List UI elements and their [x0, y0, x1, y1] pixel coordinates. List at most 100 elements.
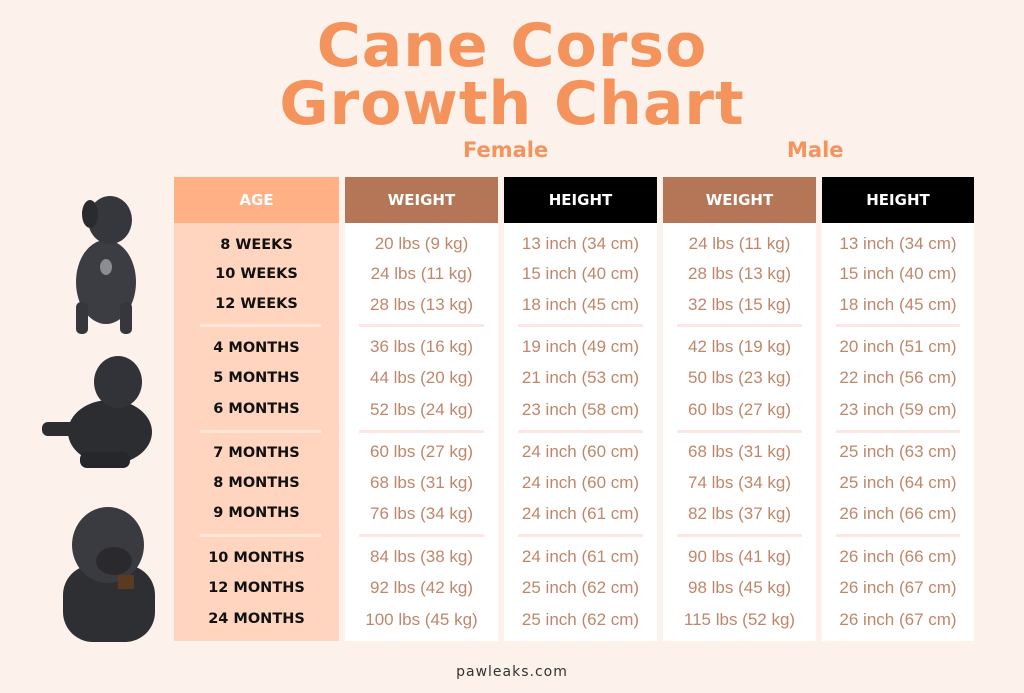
table-cell: 18 inch (45 cm) [521, 294, 640, 314]
row-group: 13 inch (34 cm) 15 inch (40 cm) 18 inch (4… [504, 223, 657, 325]
table-cell: 100 lbs (45 kg) [365, 609, 478, 629]
female-height-header: HEIGHT [504, 177, 657, 223]
table-cell: 18 inch (45 cm) [839, 294, 957, 314]
row-group: 19 inch (49 cm) 21 inch (53 cm) 23 inch (5… [504, 325, 657, 431]
age-column: AGE 8 WEEKS 10 WEEKS 12 WEEKS 4 MONTHS 5 MON… [174, 177, 339, 641]
table-cell: 22 inch (56 cm) [839, 368, 957, 387]
table-cell: 10 WEEKS [215, 266, 298, 282]
row-group: 60 lbs (27 kg) 68 lbs (31 kg) 76 lbs (34 k… [345, 431, 498, 535]
row-group: 36 lbs (16 kg) 44 lbs (20 kg) 52 lbs (24 k… [345, 325, 498, 431]
row-group: 42 lbs (19 kg) 50 lbs (23 kg) 60 lbs (27 k… [663, 325, 816, 431]
title-line-2: Growth Chart [279, 69, 745, 139]
female-weight-header: WEIGHT [345, 177, 498, 223]
group-divider [836, 430, 960, 433]
table-cell: 24 lbs (11 kg) [688, 233, 791, 253]
table-cell: 23 inch (59 cm) [839, 399, 957, 419]
row-group: 24 lbs (11 kg) 28 lbs (13 kg) 32 lbs (15 k… [663, 223, 816, 325]
table-cell: 12 MONTHS [208, 580, 305, 596]
row-group: 20 inch (51 cm) 22 inch (56 cm) 23 inch (5… [822, 325, 974, 431]
table-cell: 68 lbs (31 kg) [370, 473, 473, 492]
table-cell: 4 MONTHS [213, 339, 300, 356]
row-group: 90 lbs (41 kg) 98 lbs (45 kg) 115 lbs (52 … [663, 535, 816, 641]
table-cell: 28 lbs (13 kg) [370, 294, 473, 314]
table-cell: 9 MONTHS [213, 505, 300, 521]
table-cell: 15 inch (40 cm) [521, 264, 640, 283]
row-group: 68 lbs (31 kg) 74 lbs (34 kg) 82 lbs (37 k… [663, 431, 816, 535]
adult-dog-image [63, 507, 155, 642]
table-cell: 76 lbs (34 kg) [370, 504, 473, 523]
table-cell: 13 inch (34 cm) [521, 233, 640, 253]
table-cell: 6 MONTHS [213, 400, 300, 417]
age-header: AGE [174, 177, 339, 223]
row-group: 20 lbs (9 kg) 24 lbs (11 kg) 28 lbs (13 kg… [345, 223, 498, 325]
puppy-dog-image [76, 196, 136, 334]
table-cell: 21 inch (53 cm) [521, 368, 640, 387]
table-cell: 42 lbs (19 kg) [688, 336, 791, 356]
table-cell: 8 MONTHS [213, 475, 300, 491]
male-weight-header: WEIGHT [663, 177, 816, 223]
row-group: 7 MONTHS 8 MONTHS 9 MONTHS [174, 431, 339, 535]
title-line-1: Cane Corso [316, 11, 708, 81]
table-cell: 25 inch (63 cm) [839, 442, 957, 461]
table-cell: 82 lbs (37 kg) [688, 504, 791, 523]
group-divider [677, 430, 802, 433]
table-cell: 44 lbs (20 kg) [370, 368, 473, 387]
female-weight-column: WEIGHT 20 lbs (9 kg) 24 lbs (11 kg) 28 lbs… [345, 177, 498, 641]
group-divider [359, 534, 484, 537]
male-height-header: HEIGHT [822, 177, 974, 223]
group-divider [677, 534, 802, 537]
male-height-column: HEIGHT 13 inch (34 cm) 15 inch (40 cm) 18 … [822, 177, 974, 641]
row-group: 4 MONTHS 5 MONTHS 6 MONTHS [174, 325, 339, 431]
table-cell: 25 inch (64 cm) [839, 473, 957, 492]
table-cell: 24 inch (60 cm) [521, 473, 640, 492]
group-divider [359, 430, 484, 433]
group-divider [836, 534, 960, 537]
table-cell: 24 inch (61 cm) [521, 546, 640, 566]
row-group: 26 inch (66 cm) 26 inch (67 cm) 26 inch (6… [822, 535, 974, 641]
group-divider [836, 324, 960, 327]
table-cell: 60 lbs (27 kg) [688, 399, 791, 419]
table-cell: 12 WEEKS [215, 295, 298, 312]
row-group: 84 lbs (38 kg) 92 lbs (42 kg) 100 lbs (45 … [345, 535, 498, 641]
table-cell: 20 inch (51 cm) [839, 336, 957, 356]
table-cell: 26 inch (66 cm) [839, 546, 957, 566]
young-dog-image [42, 356, 152, 468]
female-height-column: HEIGHT 13 inch (34 cm) 15 inch (40 cm) 18 … [504, 177, 657, 641]
table-cell: 24 inch (61 cm) [521, 504, 640, 523]
group-divider [518, 430, 643, 433]
male-weight-column: WEIGHT 24 lbs (11 kg) 28 lbs (13 kg) 32 lb… [663, 177, 816, 641]
row-group: 24 inch (60 cm) 24 inch (60 cm) 24 inch (6… [504, 431, 657, 535]
row-group: 25 inch (63 cm) 25 inch (64 cm) 26 inch (6… [822, 431, 974, 535]
group-divider [518, 324, 643, 327]
table-cell: 26 inch (67 cm) [839, 578, 957, 597]
table-cell: 7 MONTHS [213, 445, 300, 461]
table-cell: 68 lbs (31 kg) [688, 442, 791, 461]
table-cell: 84 lbs (38 kg) [370, 546, 473, 566]
table-cell: 26 inch (67 cm) [839, 609, 957, 629]
table-cell: 20 lbs (9 kg) [374, 233, 469, 253]
table-cell: 28 lbs (13 kg) [688, 264, 791, 283]
table-cell: 25 inch (62 cm) [521, 578, 640, 597]
table-cell: 13 inch (34 cm) [839, 233, 957, 253]
table-cell: 36 lbs (16 kg) [370, 336, 473, 356]
table-cell: 60 lbs (27 kg) [370, 442, 473, 461]
female-label: Female [463, 138, 549, 162]
table-cell: 25 inch (62 cm) [521, 609, 640, 629]
table-cell: 24 lbs (11 kg) [370, 264, 473, 283]
table-cell: 19 inch (49 cm) [521, 336, 640, 356]
table-cell: 10 MONTHS [208, 549, 305, 566]
table-cell: 5 MONTHS [213, 370, 300, 386]
table-cell: 15 inch (40 cm) [839, 264, 957, 283]
group-divider [200, 430, 321, 433]
row-group: 24 inch (61 cm) 25 inch (62 cm) 25 inch (6… [504, 535, 657, 641]
group-divider [677, 324, 802, 327]
row-group: 10 MONTHS 12 MONTHS 24 MONTHS [174, 535, 339, 641]
table-cell: 115 lbs (52 kg) [683, 609, 796, 629]
table-cell: 23 inch (58 cm) [521, 399, 640, 419]
table-cell: 92 lbs (42 kg) [370, 578, 473, 597]
table-cell: 50 lbs (23 kg) [688, 368, 791, 387]
group-divider [200, 324, 321, 327]
table-cell: 74 lbs (34 kg) [688, 473, 791, 492]
table-cell: 32 lbs (15 kg) [688, 294, 791, 314]
group-divider [200, 534, 321, 537]
